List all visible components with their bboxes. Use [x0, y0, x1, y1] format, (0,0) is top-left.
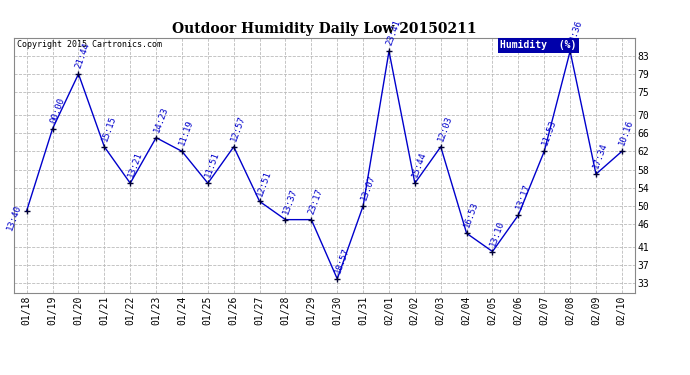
Text: 11:51: 11:51 — [204, 151, 221, 179]
Text: 11:53: 11:53 — [540, 119, 558, 147]
Text: 00:00: 00:00 — [48, 96, 66, 124]
Text: Humidity  (%): Humidity (%) — [500, 40, 577, 50]
Text: 10:16: 10:16 — [618, 119, 635, 147]
Text: 23:17: 23:17 — [307, 187, 325, 216]
Text: 15:15: 15:15 — [100, 114, 118, 142]
Text: Copyright 2015 Cartronics.com: Copyright 2015 Cartronics.com — [17, 40, 162, 49]
Text: 13:37: 13:37 — [282, 187, 299, 216]
Text: 10:36: 10:36 — [566, 19, 584, 47]
Text: 23:41: 23:41 — [385, 19, 402, 47]
Text: 13:21: 13:21 — [126, 151, 144, 179]
Text: 18:57: 18:57 — [333, 246, 351, 274]
Text: 12:57: 12:57 — [230, 114, 247, 142]
Text: 13:10: 13:10 — [489, 219, 506, 248]
Text: 21:44: 21:44 — [75, 41, 92, 70]
Text: 14:23: 14:23 — [152, 105, 170, 134]
Text: 15:44: 15:44 — [411, 151, 428, 179]
Text: 13:17: 13:17 — [514, 183, 532, 211]
Text: 17:34: 17:34 — [592, 142, 609, 170]
Text: 11:19: 11:19 — [178, 119, 195, 147]
Text: 16:53: 16:53 — [462, 201, 480, 229]
Text: 13:07: 13:07 — [359, 174, 377, 202]
Title: Outdoor Humidity Daily Low 20150211: Outdoor Humidity Daily Low 20150211 — [172, 22, 477, 36]
Text: 12:03: 12:03 — [437, 114, 454, 142]
Text: 12:51: 12:51 — [255, 169, 273, 197]
Text: 13:40: 13:40 — [5, 203, 23, 232]
